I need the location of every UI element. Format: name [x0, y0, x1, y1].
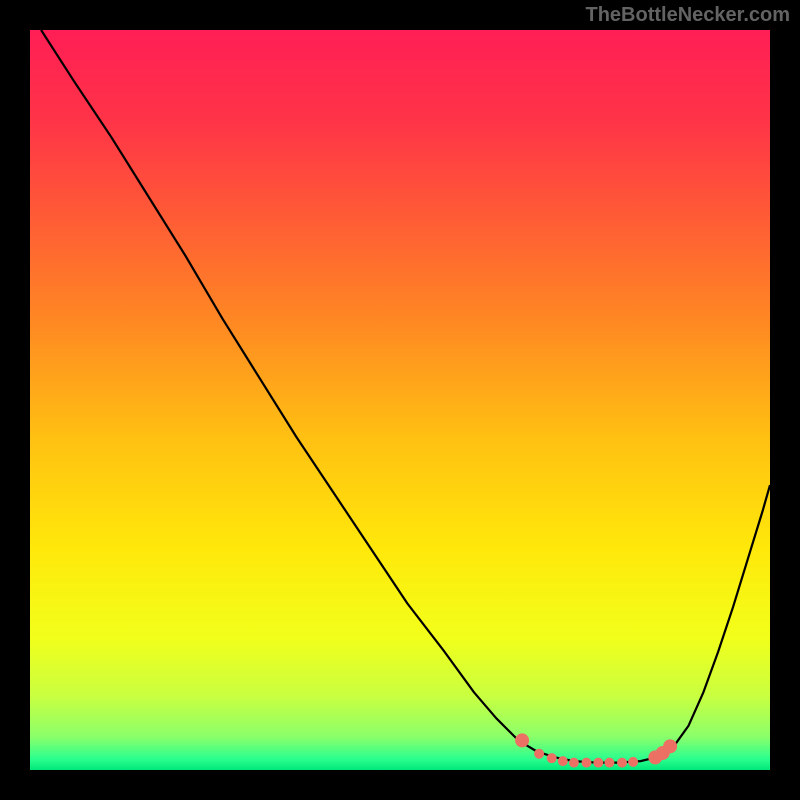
curve-marker: [604, 758, 614, 768]
curve-marker: [515, 733, 529, 747]
curve-marker: [617, 758, 627, 768]
watermark-text: TheBottleNecker.com: [585, 4, 790, 27]
curve-marker: [628, 757, 638, 767]
curve-marker: [663, 739, 677, 753]
curve-marker: [581, 758, 591, 768]
curve-marker: [569, 758, 579, 768]
curve-marker: [547, 753, 557, 763]
curve-marker: [593, 758, 603, 768]
gradient-background: [30, 30, 770, 770]
curve-marker: [534, 749, 544, 759]
chart-area: [30, 30, 770, 770]
curve-marker: [558, 756, 568, 766]
bottleneck-chart: [30, 30, 770, 770]
